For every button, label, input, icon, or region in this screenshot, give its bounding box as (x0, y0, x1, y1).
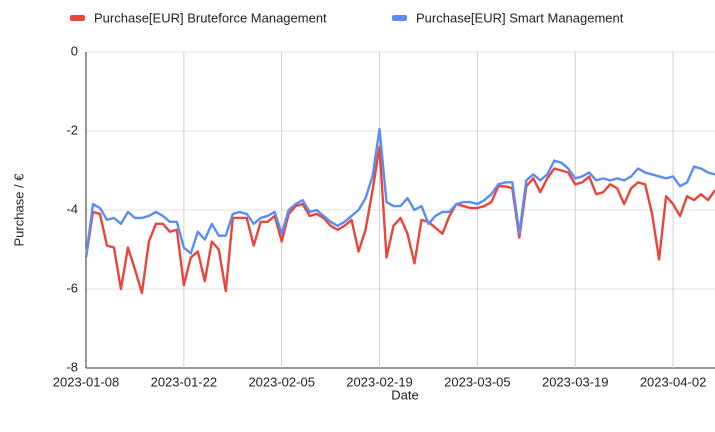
x-tick-label: 2023-03-19 (542, 374, 609, 389)
x-tick-label: 2023-03-05 (444, 374, 511, 389)
y-tick-label: -6 (66, 280, 78, 295)
y-axis-title: Purchase / € (11, 173, 26, 247)
series-line (84, 127, 715, 258)
y-tick-label: -4 (66, 201, 78, 216)
legend-label: Purchase[EUR] Smart Management (416, 10, 624, 25)
x-tick-label: 2023-04-02 (640, 374, 707, 389)
x-tick-label: 2023-01-22 (151, 374, 218, 389)
y-tick-label: -2 (66, 122, 78, 137)
x-tick-label: 2023-02-05 (248, 374, 315, 389)
series-line (84, 145, 715, 295)
y-tick-label: 0 (71, 43, 78, 58)
y-tick-label: -8 (66, 359, 78, 374)
x-tick-label: 2023-01-08 (53, 374, 120, 389)
x-axis-title: Date (391, 387, 418, 402)
legend-label: Purchase[EUR] Bruteforce Management (94, 10, 327, 25)
legend-swatch (392, 15, 407, 21)
legend-swatch (70, 15, 85, 21)
x-tick-label: 2023-02-19 (346, 374, 413, 389)
